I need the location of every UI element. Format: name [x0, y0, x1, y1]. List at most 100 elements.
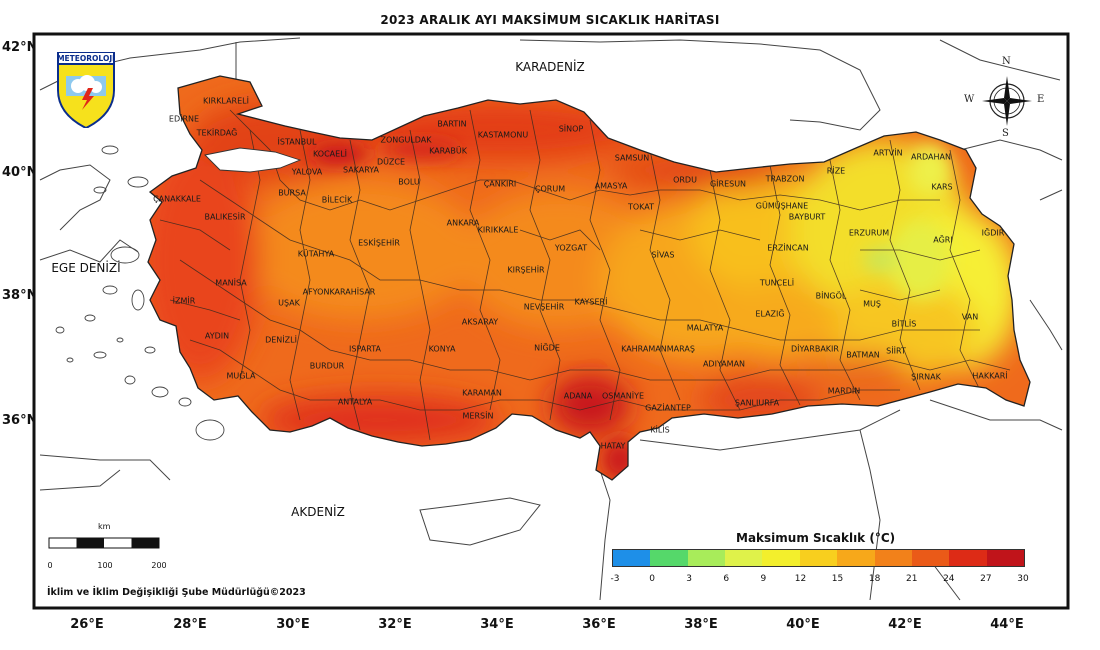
lon-label-30: 30°E	[276, 617, 310, 632]
province-label: MANİSA	[215, 278, 247, 288]
province-label: KÜTAHYA	[297, 249, 335, 259]
compass-s: S	[1002, 128, 1009, 139]
province-label: ELAZIĞ	[755, 309, 785, 319]
legend-tick: 6	[723, 574, 730, 584]
legend-swatch	[837, 550, 875, 566]
province-label: IĞDIR	[981, 228, 1005, 238]
lon-label-44: 44°E	[990, 617, 1024, 632]
province-label: KARABÜK	[429, 146, 467, 156]
lon-label-38: 38°E	[684, 617, 718, 632]
province-label: ANTALYA	[337, 397, 373, 407]
compass-rose-icon	[978, 70, 1036, 132]
province-label: ISPARTA	[349, 344, 381, 354]
lon-label-40: 40°E	[786, 617, 820, 632]
legend-tick: 0	[649, 574, 655, 584]
province-label: MUŞ	[863, 299, 881, 309]
legend-swatch	[687, 550, 726, 566]
legend-swatch	[725, 550, 763, 566]
province-label: ÇORUM	[534, 184, 566, 194]
compass-n: N	[1002, 56, 1011, 67]
province-label: MUĞLA	[226, 371, 256, 381]
province-label: NEVŞEHİR	[523, 302, 565, 312]
province-label: BATMAN	[846, 350, 880, 360]
province-label: AMASYA	[594, 181, 628, 191]
province-label: İSTANBUL	[277, 137, 317, 147]
province-label: GİRESUN	[709, 179, 747, 189]
compass-w: W	[964, 94, 975, 105]
lon-label-32: 32°E	[378, 617, 412, 632]
scale-tick-0: 0	[47, 561, 53, 570]
legend-colorbar	[612, 549, 1025, 567]
province-label: RİZE	[826, 166, 846, 176]
province-label: AFYONKARAHİSAR	[302, 287, 376, 297]
lon-label-26: 26°E	[70, 617, 104, 632]
province-label: VAN	[961, 312, 979, 322]
legend-swatch	[911, 550, 950, 566]
lon-label-42: 42°E	[888, 617, 922, 632]
province-label: SAMSUN	[614, 153, 650, 163]
legend-tick: 18	[868, 574, 881, 584]
province-label: KIRIKKALE	[477, 225, 519, 235]
legend-tick: 15	[831, 574, 844, 584]
province-label: ERZURUM	[848, 228, 890, 238]
province-label: TRABZON	[765, 174, 805, 184]
province-label: BURDUR	[309, 361, 345, 371]
lat-label-40: 40°N	[2, 165, 38, 180]
province-label: İZMİR	[172, 296, 196, 306]
sea-label-karadeniz: KARADENİZ	[515, 60, 585, 74]
province-label: ŞIRNAK	[911, 372, 941, 382]
scale-tick-200: 200	[151, 561, 167, 570]
province-label: ANKARA	[446, 218, 480, 228]
aegean-islands	[55, 145, 225, 441]
province-label: GÜMÜŞHANE	[755, 201, 809, 211]
legend-tick: 27	[980, 574, 992, 584]
legend-swatch	[799, 550, 838, 566]
province-label: ARDAHAN	[911, 152, 951, 162]
province-label: AYDIN	[204, 331, 230, 341]
province-label: DENİZLİ	[265, 335, 297, 345]
province-label: KARAMAN	[462, 388, 502, 398]
province-label: HAKKARİ	[972, 371, 1008, 381]
scale-bar	[48, 537, 160, 549]
province-label: ARTVİN	[873, 148, 903, 158]
province-label: DİYARBAKIR	[791, 344, 839, 354]
temperature-field	[148, 76, 1030, 480]
province-label: ŞANLIURFA	[734, 398, 780, 408]
legend-swatch	[874, 550, 912, 566]
province-label: KAHRAMANMARAŞ	[621, 344, 695, 354]
province-label: KIRKLARELİ	[203, 96, 249, 106]
province-label: UŞAK	[278, 298, 300, 308]
province-label: KONYA	[428, 344, 456, 354]
province-boundaries	[159, 109, 1011, 441]
legend-tick: 12	[794, 574, 807, 584]
province-label: ZONGULDAK	[380, 135, 432, 145]
sea-label-akdeniz: AKDENİZ	[291, 505, 345, 519]
province-label: BURSA	[278, 188, 306, 198]
province-label: MALATYA	[686, 323, 724, 333]
meteoroloji-logo: METEOROLOJİ	[54, 51, 118, 130]
province-label: ADANA	[563, 391, 593, 401]
lon-label-28: 28°E	[173, 617, 207, 632]
legend-swatch	[949, 550, 987, 566]
province-label: NİĞDE	[534, 343, 560, 353]
legend-tick: 3	[686, 574, 693, 584]
legend-tick: 21	[905, 574, 918, 584]
legend-swatch	[762, 550, 800, 566]
province-label: AĞRI	[933, 235, 953, 245]
lat-label-36: 36°N	[2, 413, 38, 428]
province-label: BİTLİS	[891, 319, 917, 329]
province-label: BALIKESİR	[204, 212, 246, 222]
credit-text: İklim ve İklim Değişikliği Şube Müdürlüğ…	[47, 587, 306, 598]
province-label: EDİRNE	[168, 114, 200, 124]
province-label: YOZGAT	[554, 243, 588, 253]
province-label: TEKİRDAĞ	[196, 128, 238, 138]
logo-text: METEOROLOJİ	[57, 54, 115, 63]
province-label: KASTAMONU	[477, 130, 529, 140]
legend-tick: 30	[1017, 574, 1029, 584]
province-label: ÇANKIRI	[483, 179, 517, 189]
province-label: DÜZCE	[377, 157, 405, 167]
legend-title: Maksimum Sıcaklık (°C)	[736, 531, 896, 545]
province-label: BİLECİK	[321, 195, 353, 205]
province-label: GAZİANTEP	[645, 403, 691, 413]
